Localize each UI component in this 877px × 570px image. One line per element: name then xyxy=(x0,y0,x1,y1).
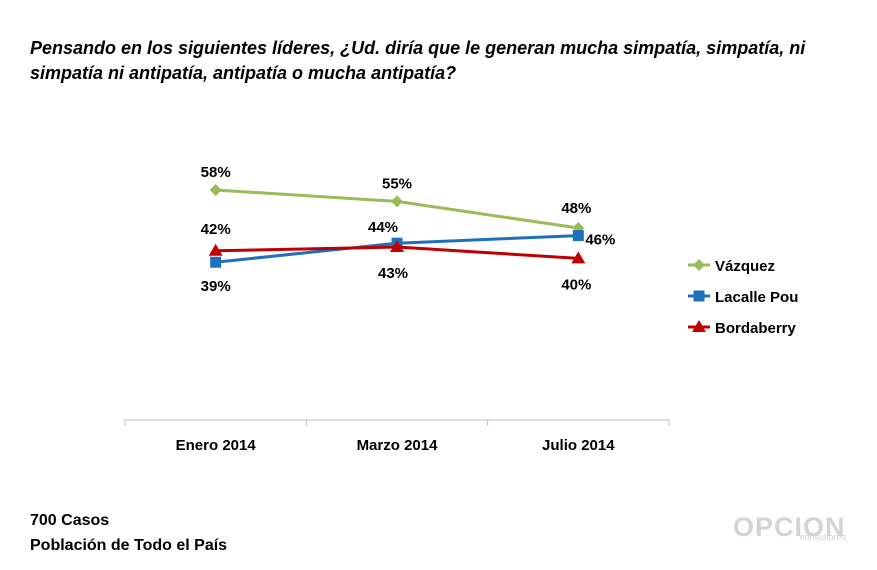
legend-label-vazquez: Vázquez xyxy=(715,258,775,275)
data-label-vazquez-2: 55% xyxy=(382,175,412,192)
data-label-vazquez-1: 58% xyxy=(201,164,231,181)
legend-marker-bordaberry xyxy=(692,320,706,332)
data-label-lacalle-pou-2: 44% xyxy=(368,219,398,236)
cases-count: 700 Casos xyxy=(30,512,110,529)
legend-label-bordaberry: Bordaberry xyxy=(715,320,797,337)
data-label-bordaberry-3: 40% xyxy=(561,276,591,293)
legend-item-lacalle-pou: Lacalle Pou xyxy=(688,289,798,306)
x-tick-label-enero-2014: Enero 2014 xyxy=(176,437,257,454)
data-point-bordaberry-2 xyxy=(390,240,404,252)
series-bordaberry xyxy=(208,240,586,264)
opcion-logo-sub: consultores xyxy=(800,532,847,542)
x-axis: Enero 2014 Marzo 2014 Julio 2014 xyxy=(124,419,670,454)
population-label: Población de Todo el País xyxy=(30,537,228,554)
data-point-vazquez-2 xyxy=(391,195,403,208)
data-label-bordaberry-1: 42% xyxy=(201,221,231,238)
data-label-vazquez-3: 48% xyxy=(561,200,591,217)
series-layer xyxy=(208,184,586,268)
data-label-lacalle-pou-3: 46% xyxy=(585,232,615,249)
data-point-vazquez-1 xyxy=(209,184,222,196)
data-label-bordaberry-2: 43% xyxy=(378,265,408,282)
legend-item-vazquez: Vázquez xyxy=(688,258,775,275)
legend-marker-lacalle-pou xyxy=(693,290,705,302)
legend-label-lacalle-pou: Lacalle Pou xyxy=(715,289,798,306)
data-point-lacalle-pou-3 xyxy=(572,230,584,242)
legend: Vázquez Lacalle Pou Bordaberry xyxy=(688,258,798,337)
legend-item-bordaberry: Bordaberry xyxy=(688,320,797,337)
legend-marker-vazquez xyxy=(693,259,705,271)
chart-title: Pensando en los siguientes líderes, ¿Ud.… xyxy=(30,38,806,83)
x-tick-label-marzo-2014: Marzo 2014 xyxy=(357,437,439,454)
data-labels: 58% 55% 48% 39% 44% 46% 42% 43% 40% xyxy=(201,164,616,295)
data-point-bordaberry-3 xyxy=(571,251,586,264)
opcion-logo: OPCION xyxy=(733,512,846,542)
x-tick-label-julio-2014: Julio 2014 xyxy=(542,437,615,454)
data-label-lacalle-pou-1: 39% xyxy=(201,278,231,295)
data-point-lacalle-pou-1 xyxy=(210,256,222,268)
data-point-bordaberry-1 xyxy=(208,243,223,256)
